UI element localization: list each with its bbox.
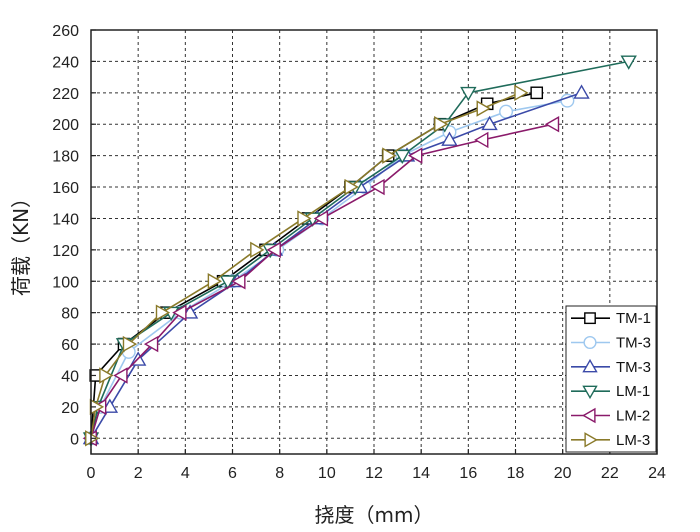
data-point-square [584, 312, 596, 325]
y-axis-title: 荷载（KN） [9, 188, 33, 296]
data-point-triangle-up [441, 131, 458, 146]
data-point-circle [560, 93, 575, 108]
data-point-triangle-right [584, 432, 598, 448]
series-tm-1-0 [84, 86, 544, 445]
y-tick-label: 140 [52, 211, 79, 228]
x-tick-label: 12 [365, 465, 383, 482]
data-point-triangle-left [231, 273, 246, 290]
data-point-triangle-up [573, 84, 590, 99]
x-tick-label: 24 [648, 465, 666, 482]
legend-label: TM-1 [616, 310, 651, 327]
y-tick-label: 40 [61, 368, 79, 385]
y-axis: 0 20 40 60 80 100 120 140 160 180 200 220 240 260 [52, 23, 96, 448]
series-line [90, 123, 554, 439]
data-point-triangle-right [476, 100, 491, 117]
data-point-triangle-down [582, 385, 598, 400]
data-point-triangle-left [143, 335, 159, 353]
legend-label: TM-3 [616, 359, 651, 376]
legend-label: LM-2 [616, 408, 650, 425]
data-point-triangle-right [382, 147, 397, 164]
data-point-triangle-left [313, 210, 329, 227]
x-axis-title: 挠度（mm） [315, 503, 434, 527]
data-point-square [530, 86, 544, 100]
series-line [90, 99, 568, 439]
data-point-triangle-left [370, 178, 385, 196]
y-tick-label: 20 [61, 400, 79, 417]
x-tick-label: 10 [318, 465, 336, 482]
data-point-triangle-left [544, 116, 560, 133]
y-tick-label: 160 [52, 180, 79, 197]
data-point-triangle-up [582, 358, 598, 373]
data-point-triangle-down [394, 149, 411, 165]
x-tick-label: 0 [87, 465, 96, 482]
legend-label: LM-3 [616, 432, 650, 449]
legend-box [565, 305, 657, 453]
series-group [82, 55, 637, 447]
data-point-triangle-left [113, 367, 128, 384]
y-tick-label: 260 [52, 23, 79, 40]
data-point-triangle-down [620, 55, 637, 70]
data-point-circle [583, 335, 597, 350]
y-tick-label: 180 [52, 149, 79, 166]
x-axis: 0 2 4 6 8 10 12 14 16 18 20 22 24 [87, 449, 666, 482]
series-tm-3-1 [83, 93, 575, 446]
data-point-triangle-right [344, 178, 359, 196]
y-tick-label: 100 [52, 274, 79, 291]
data-point-triangle-right [250, 241, 265, 259]
x-tick-label: 18 [507, 465, 525, 482]
x-tick-label: 8 [275, 465, 284, 482]
data-point-circle [499, 104, 514, 119]
x-tick-label: 20 [554, 465, 572, 482]
y-tick-label: 80 [61, 306, 79, 323]
data-point-triangle-left [172, 304, 187, 321]
data-point-triangle-right [122, 335, 138, 353]
series-lm-1-3 [82, 55, 637, 447]
data-point-triangle-right [297, 210, 312, 227]
series-tm-3-2 [82, 84, 590, 445]
legend: TM-1 TM-3 TM-3 LM-1 LM-2 LM-3 [565, 305, 657, 453]
data-point-triangle-right [434, 116, 449, 133]
series-lm-2-4 [82, 116, 560, 447]
series-line [90, 92, 582, 439]
data-point-triangle-left [474, 131, 489, 149]
data-point-triangle-right [155, 304, 171, 321]
y-tick-label: 200 [52, 117, 79, 134]
data-point-triangle-left [266, 241, 281, 259]
y-tick-label: 240 [52, 54, 79, 71]
x-tick-label: 22 [601, 465, 619, 482]
data-point-triangle-up [481, 115, 498, 131]
x-tick-label: 6 [228, 465, 237, 482]
data-point-triangle-right [207, 273, 223, 290]
legend-label: LM-1 [616, 383, 650, 400]
x-tick-label: 2 [134, 465, 143, 482]
y-tick-label: 0 [70, 431, 79, 448]
series-lm-3-5 [85, 84, 529, 447]
y-tick-label: 120 [52, 243, 79, 260]
legend-label: TM-3 [616, 335, 651, 352]
data-point-triangle-left [582, 407, 596, 424]
y-tick-label: 60 [61, 337, 79, 354]
data-point-triangle-left [408, 147, 423, 164]
x-tick-label: 16 [459, 465, 477, 482]
data-point-triangle-right [99, 367, 114, 384]
data-point-triangle-right [514, 84, 529, 102]
x-tick-label: 4 [181, 465, 190, 482]
y-tick-label: 220 [52, 86, 79, 103]
x-tick-label: 14 [412, 465, 430, 482]
series-line [90, 92, 537, 439]
data-point-triangle-down [460, 86, 477, 102]
data-point-triangle-down [219, 275, 236, 290]
